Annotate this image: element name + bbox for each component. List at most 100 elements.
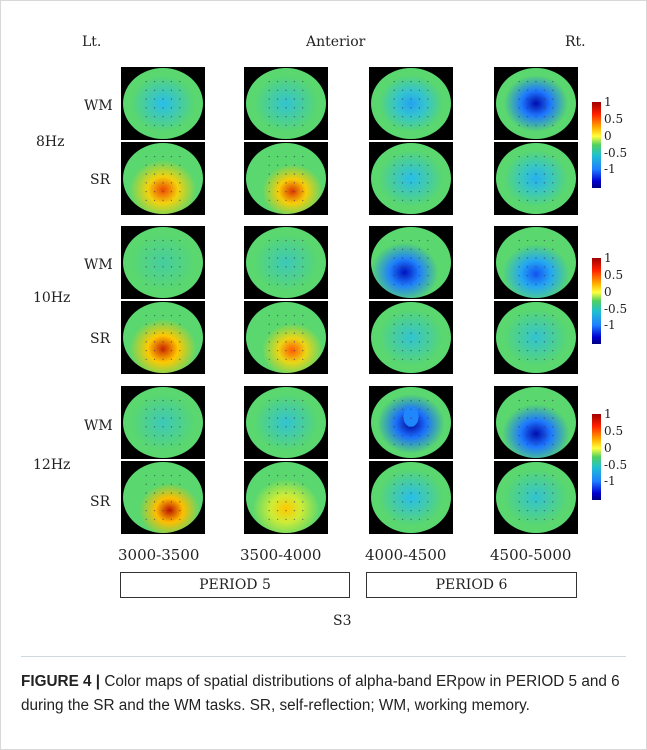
electrode-dot (276, 89, 279, 92)
electrode-dot (153, 98, 156, 100)
electrode-dot (145, 349, 147, 352)
electrode-dot (410, 80, 412, 83)
electrode-dot (162, 182, 164, 184)
electrode-dot (170, 190, 173, 193)
electrode-dot (162, 349, 164, 352)
topomap-svg (246, 462, 326, 533)
time-window-label: 3000-3500 (118, 546, 200, 564)
electrode-dot (410, 492, 412, 494)
period-6-box: PERIOD 6 (366, 572, 577, 598)
electrode-dot (268, 124, 270, 127)
electrode-dot (268, 182, 270, 184)
electrode-dot (179, 492, 181, 494)
electrode-dot (162, 155, 164, 158)
electrode-dot (162, 399, 164, 402)
electrode-dot (543, 349, 546, 352)
electrode-dot (393, 358, 395, 361)
electrode-dot (535, 509, 537, 512)
electrode-dot (179, 283, 181, 286)
electrode-dot (401, 434, 404, 437)
electrode-dot (518, 89, 520, 92)
electrode-dot (153, 341, 156, 343)
electrode-dot (427, 341, 429, 343)
electrode-dot (293, 283, 296, 286)
electrode-dot (285, 426, 287, 428)
electrode-dot (518, 266, 520, 268)
electrode-dot (276, 80, 279, 83)
scalp-map (123, 68, 203, 139)
electrode-dot (293, 190, 296, 193)
electrode-dot (276, 426, 279, 428)
electrode-dot (153, 257, 156, 259)
electrode-dot (418, 483, 421, 486)
electrode-dot (302, 408, 304, 411)
electrode-dot (170, 164, 173, 167)
electrode-dot (543, 332, 546, 334)
electrode-dot (427, 434, 429, 437)
electrode-dot (153, 492, 156, 494)
electrode-dot (427, 492, 429, 494)
electrode-dot (293, 443, 296, 446)
electrode-dot (145, 314, 147, 317)
electrode-dot (302, 358, 304, 361)
electrode-dot (427, 483, 429, 486)
electrode-dot (535, 190, 537, 193)
topomap-10hz-sr-3 (369, 301, 453, 374)
electrode-dot (268, 426, 270, 428)
electrode-dot (276, 239, 279, 242)
electrode-dot (162, 408, 164, 411)
electrode-dot (293, 434, 296, 437)
electrode-dot (179, 501, 181, 503)
electrode-dot (302, 417, 304, 419)
electrode-dot (276, 164, 279, 167)
electrode-dot (552, 314, 554, 317)
electrode-dot (179, 358, 181, 361)
electrode-dot (410, 182, 412, 184)
electrode-dot (145, 332, 147, 334)
scalp-map (246, 227, 326, 298)
electrode-dot (552, 341, 554, 343)
figure-caption: FIGURE 4 | Color maps of spatial distrib… (21, 670, 621, 718)
electrode-dot (276, 509, 279, 512)
electrode-dot (535, 80, 537, 83)
topomap-12hz-wm-4 (494, 386, 578, 459)
electrode-dot (268, 199, 270, 202)
electrode-dot (401, 80, 404, 83)
colorbar (592, 102, 601, 188)
electrode-dot (543, 239, 546, 242)
electrode-dot (543, 190, 546, 193)
electrode-dot (543, 323, 546, 326)
electrode-dot (552, 115, 554, 118)
electrode-dot (535, 399, 537, 402)
colorbar-tick-label: 1 (604, 95, 612, 109)
scalp-map (246, 68, 326, 139)
electrode-dot (179, 332, 181, 334)
electrode-dot (162, 89, 164, 92)
electrode-dot (162, 417, 164, 419)
electrode-dot (410, 164, 412, 167)
electrode-dot (179, 426, 181, 428)
electrode-dot (526, 182, 529, 184)
electrode-dot (401, 399, 404, 402)
electrode-dot (179, 89, 181, 92)
electrode-dot (162, 239, 164, 242)
electrode-dot (276, 115, 279, 118)
topomap-12hz-wm-2 (244, 386, 328, 459)
electrode-dot (162, 518, 164, 521)
electrode-dot (543, 358, 546, 361)
electrode-dot (410, 483, 412, 486)
electrode-dot (293, 417, 296, 419)
scalp-map (123, 462, 203, 533)
electrode-dot (170, 80, 173, 83)
electrode-dot (401, 332, 404, 334)
electrode-dot (518, 483, 520, 486)
electrode-dot (145, 239, 147, 242)
electrode-dot (552, 190, 554, 193)
electrode-dot (393, 323, 395, 326)
electrode-dot (293, 89, 296, 92)
electrode-dot (293, 474, 296, 477)
electrode-dot (427, 190, 429, 193)
electrode-dot (518, 107, 520, 109)
electrode-dot (302, 443, 304, 446)
electrode-dot (552, 257, 554, 259)
